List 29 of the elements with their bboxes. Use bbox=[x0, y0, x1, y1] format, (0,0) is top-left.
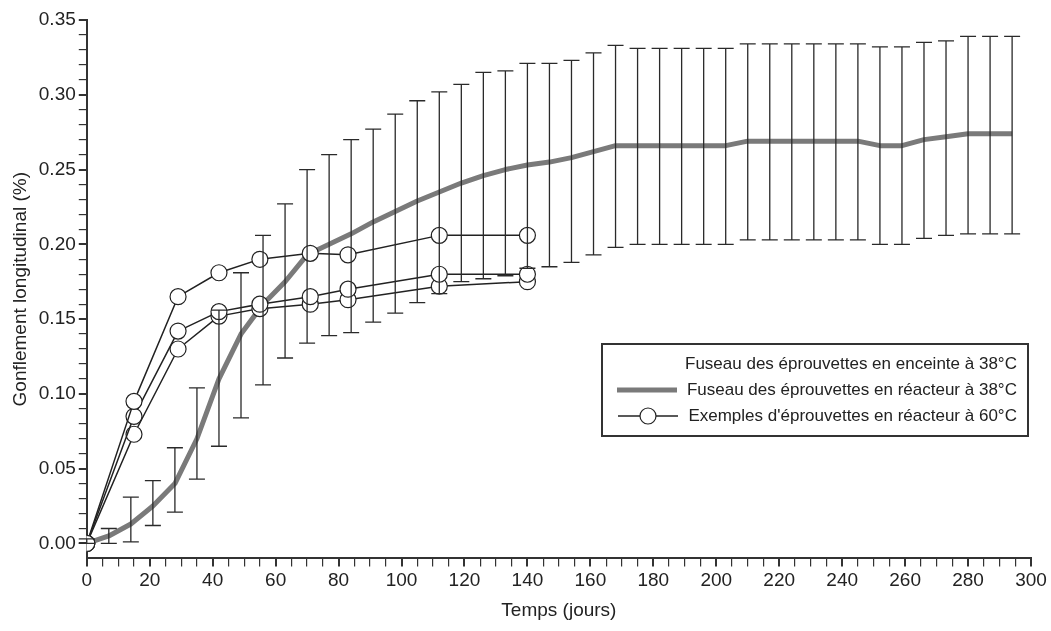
y-tick-label: 0.20 bbox=[38, 232, 76, 254]
y-tick-label: 0.25 bbox=[38, 157, 76, 179]
legend-label: Fuseau des éprouvettes en réacteur à 38°C bbox=[686, 380, 1017, 401]
y-tick-label: 0.10 bbox=[38, 382, 76, 404]
y-tick-label: 0.15 bbox=[38, 307, 76, 329]
x-tick-label: 40 bbox=[202, 569, 224, 591]
x-tick-label: 120 bbox=[448, 569, 481, 591]
legend-label: Exemples d'éprouvettes en réacteur à 60°C bbox=[688, 406, 1017, 427]
x-tick-label: 240 bbox=[826, 569, 859, 591]
x-tick-label: 60 bbox=[265, 569, 287, 591]
x-tick-label: 160 bbox=[574, 569, 607, 591]
x-tick-label: 140 bbox=[511, 569, 544, 591]
x-tick-label: 260 bbox=[889, 569, 921, 591]
x-tick-label: 200 bbox=[700, 569, 733, 591]
y-tick-label: 0.30 bbox=[38, 83, 76, 105]
x-tick-label: 180 bbox=[637, 569, 670, 591]
x-tick-label: 20 bbox=[139, 569, 161, 591]
x-tick-label: 220 bbox=[763, 569, 796, 591]
x-tick-label: 100 bbox=[385, 569, 418, 591]
y-tick-label: 0.00 bbox=[38, 531, 76, 553]
y-tick-label: 0.05 bbox=[38, 456, 76, 478]
x-tick-label: 0 bbox=[81, 569, 93, 591]
y-axis-title: Gonflement longitudinal (%) bbox=[8, 171, 30, 407]
annotation: Fuseau des éprouvettes en enceinte à 38°C bbox=[685, 354, 1017, 375]
x-tick-label: 300 bbox=[1015, 569, 1047, 591]
x-tick-label: 80 bbox=[328, 569, 350, 591]
x-tick-label: 280 bbox=[952, 569, 984, 591]
y-tick-label: 0.35 bbox=[38, 8, 76, 30]
x-axis-title: Temps (jours) bbox=[501, 598, 617, 620]
